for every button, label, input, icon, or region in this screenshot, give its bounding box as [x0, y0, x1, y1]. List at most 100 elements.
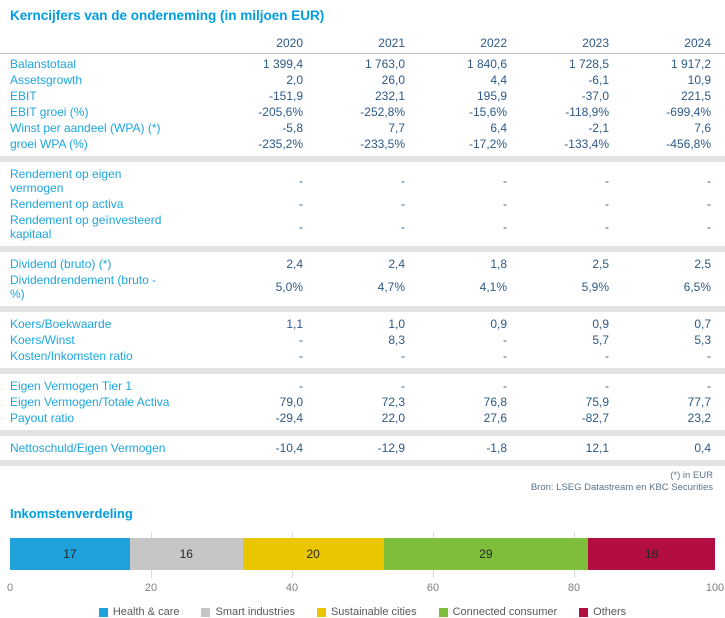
legend-swatch-others	[579, 607, 589, 617]
table-row: Rendement op activa - - - - -	[0, 196, 725, 212]
cell-value: -	[605, 220, 609, 234]
cell-value: -15,6%	[468, 105, 507, 119]
row-label: EBIT	[10, 89, 37, 103]
cell-value: -	[503, 174, 507, 188]
cell-value: 1,1	[286, 317, 303, 331]
cell-value: -12,9	[377, 441, 405, 455]
cell-value: -	[401, 349, 405, 363]
cell-value: -	[707, 379, 711, 393]
bar-segment-health-care: 17	[10, 538, 130, 570]
section-divider	[0, 460, 725, 466]
cell-value: 0,7	[694, 317, 711, 331]
table-row: EBIT groei (%) -205,6% -252,8% -15,6% -118,9…	[0, 104, 725, 120]
row-label: Koers/Boekwaarde	[10, 317, 112, 331]
cell-value: -	[503, 333, 507, 347]
section-divider	[0, 430, 725, 436]
row-label: Balanstotaal	[10, 57, 77, 71]
table-row: Dividendrendement (bruto - %) 5,0% 4,7% 4,1…	[0, 272, 725, 302]
bar-segment-smart-industries: 16	[129, 538, 243, 570]
cell-value: 2,5	[694, 257, 711, 271]
table-row: Kosten/Inkomsten ratio - - - - -	[0, 348, 725, 364]
cell-value: -5,8	[282, 121, 303, 135]
x-tick-label: 0	[6, 582, 14, 594]
table-row: Winst per aandeel (WPA) (*) -5,8 7,7 6,4 -2,…	[0, 120, 725, 136]
row-label: Eigen Vermogen Tier 1	[10, 379, 133, 393]
row-label: Eigen Vermogen/Totale Activa	[10, 395, 170, 409]
cell-value: 10,9	[687, 73, 711, 87]
cell-value: 221,5	[680, 89, 711, 103]
cell-value: -29,4	[275, 411, 303, 425]
key-figures-table: 2020 2021 2022 2023 2024 Balanstotaal 1 3…	[0, 36, 725, 466]
row-label: EBIT groei (%)	[10, 105, 89, 119]
table-row: Eigen Vermogen/Totale Activa 79,0 72,3 76,8…	[0, 394, 725, 410]
cell-value: -	[605, 197, 609, 211]
table-row: Nettoschuld/Eigen Vermogen -10,4 -12,9 -1,8…	[0, 440, 725, 456]
cell-value: -	[707, 197, 711, 211]
row-label: groei WPA (%)	[10, 137, 88, 151]
table-row: Rendement op eigen vermogen - - - - -	[0, 166, 725, 196]
cell-value: -	[401, 174, 405, 188]
cell-value: 2,4	[388, 257, 405, 271]
source-note: Bron: LSEG Datastream en KBC Securities	[530, 482, 713, 493]
bar-segment-value: 18	[644, 547, 659, 561]
cell-value: -	[299, 220, 303, 234]
cell-value: -205,6%	[258, 105, 303, 119]
cell-value: 4,4	[490, 73, 507, 87]
cell-value: -	[605, 174, 609, 188]
cell-value: 2,5	[592, 257, 609, 271]
cell-value: -	[707, 174, 711, 188]
legend-item-others: Others	[579, 606, 626, 618]
cell-value: 0,9	[592, 317, 609, 331]
cell-value: 8,3	[388, 333, 405, 347]
cell-value: -	[299, 174, 303, 188]
cell-value: -151,9	[268, 89, 303, 103]
cell-value: 1 840,6	[466, 57, 507, 71]
x-axis: 0 20 40 60 80 100	[6, 580, 724, 595]
cell-value: 1 917,2	[670, 57, 711, 71]
legend-swatch-health-care	[98, 607, 108, 617]
cell-value: -235,2%	[258, 137, 303, 151]
table-row: groei WPA (%) -235,2% -233,5% -17,2% -133,4%…	[0, 136, 725, 152]
cell-value: -82,7	[581, 411, 609, 425]
cell-value: 27,6	[483, 411, 507, 425]
cell-value: 5,7	[592, 333, 609, 347]
cell-value: -	[401, 197, 405, 211]
year-column-header: 2021	[378, 36, 405, 50]
cell-value: 1 763,0	[364, 57, 405, 71]
x-tick-label: 40	[285, 582, 299, 594]
cell-value: -699,4%	[666, 105, 711, 119]
cell-value: 4,1%	[479, 280, 507, 294]
cell-value: -17,2%	[468, 137, 507, 151]
legend-label: Connected consumer	[452, 606, 558, 618]
cell-value: -	[707, 220, 711, 234]
cell-value: -	[299, 349, 303, 363]
year-column-header: 2024	[684, 36, 711, 50]
cell-value: 22,0	[381, 411, 405, 425]
cell-value: -	[707, 349, 711, 363]
cell-value: -2,1	[588, 121, 609, 135]
cell-value: -	[503, 349, 507, 363]
cell-value: -	[299, 333, 303, 347]
row-label: Dividend (bruto) (*)	[10, 257, 112, 271]
bar-segment-value: 17	[63, 547, 77, 561]
cell-value: -456,8%	[666, 137, 711, 151]
cell-value: 12,1	[585, 441, 609, 455]
cell-value: -233,5%	[360, 137, 405, 151]
chart-legend: Health & care Smart industries Sustainable…	[0, 606, 725, 618]
cell-value: 2,0	[286, 73, 303, 87]
row-label: Rendement op activa	[10, 197, 124, 211]
row-label: Rendement op geïnvesteerd kapitaal	[10, 213, 162, 241]
legend-label: Sustainable cities	[330, 606, 417, 618]
cell-value: -6,1	[588, 73, 609, 87]
section-divider	[0, 156, 725, 162]
cell-value: 2,4	[286, 257, 303, 271]
cell-value: -1,8	[486, 441, 507, 455]
cell-value: 5,0%	[275, 280, 303, 294]
cell-value: -252,8%	[360, 105, 405, 119]
cell-value: 7,6	[694, 121, 711, 135]
year-column-header: 2023	[582, 36, 609, 50]
row-label: Nettoschuld/Eigen Vermogen	[10, 441, 166, 455]
cell-value: 23,2	[687, 411, 711, 425]
stacked-bar: 17 16 20 29 18	[10, 538, 715, 570]
cell-value: 195,9	[476, 89, 507, 103]
